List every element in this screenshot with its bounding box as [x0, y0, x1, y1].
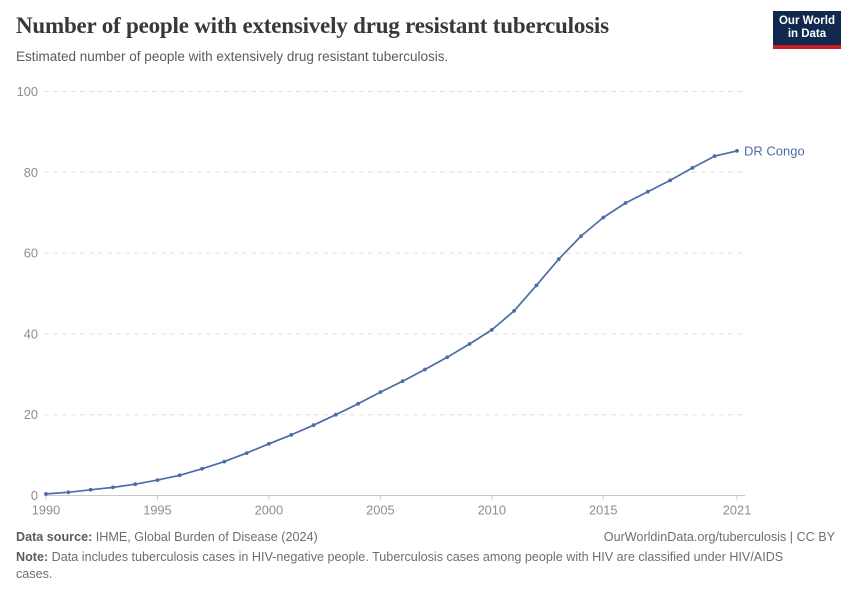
data-point-2004[interactable] [356, 401, 360, 406]
license-link[interactable]: OurWorldinData.org/tuberculosis | CC BY [603, 530, 835, 544]
data-point-2008[interactable] [445, 355, 450, 360]
data-point-2002[interactable] [311, 423, 316, 428]
footer-note: Note: Data includes tuberculosis cases i… [16, 549, 821, 582]
chart-plot-area: 0 20 40 60 80 100 1990 1995 2000 2005 2010 2015 2021… [0, 84, 850, 524]
y-tick-label-20: 20 [24, 407, 38, 422]
x-tick-label-2015: 2015 [589, 503, 617, 518]
chart-header: Number of people with extensively drug r… [16, 12, 760, 65]
x-tick-label-1990: 1990 [32, 503, 60, 518]
footer-note-label: Note: [16, 550, 49, 565]
data-point-1996[interactable] [177, 473, 182, 478]
data-point-1990[interactable] [44, 492, 48, 496]
data-point-2011[interactable] [512, 309, 516, 313]
x-tick-label-2005: 2005 [366, 503, 394, 518]
data-point-2020[interactable] [712, 154, 717, 158]
line-chart-svg: 0 20 40 60 80 100 1990 1995 2000 2005 2010 2015 2021… [17, 84, 805, 518]
data-point-1999[interactable] [244, 451, 249, 455]
chart-footer: Data source: IHME, Global Burden of Dise… [16, 529, 835, 582]
data-point-2021[interactable] [735, 149, 739, 153]
y-tick-label-40: 40 [24, 326, 38, 341]
series-end-label[interactable]: DR Congo [744, 143, 805, 158]
data-point-1997[interactable] [200, 466, 204, 471]
data-point-2014[interactable] [579, 234, 583, 239]
footer-note-value: Data includes tuberculosis cases in HIV-… [16, 550, 784, 581]
data-point-2007[interactable] [423, 367, 427, 372]
data-point-2016[interactable] [623, 201, 628, 205]
data-point-2013[interactable] [556, 257, 561, 262]
data-point-1995[interactable] [155, 478, 160, 482]
data-point-2005[interactable] [378, 390, 383, 394]
data-point-2018[interactable] [668, 178, 672, 183]
chart-subtitle: Estimated number of people with extensiv… [16, 48, 449, 64]
x-tick-label-1995: 1995 [143, 503, 171, 518]
data-point-2017[interactable] [645, 189, 650, 194]
data-point-1991[interactable] [66, 490, 71, 495]
data-source-value: IHME, Global Burden of Disease (2024) [92, 530, 318, 544]
owid-logo[interactable]: Our World in Data [773, 11, 841, 49]
data-point-2012[interactable] [534, 283, 539, 288]
y-tick-label-60: 60 [24, 246, 38, 261]
owid-logo-text: Our World in Data [779, 15, 835, 41]
data-point-1993[interactable] [111, 485, 115, 490]
x-tick-label-2010: 2010 [478, 503, 506, 518]
data-point-1998[interactable] [222, 459, 227, 464]
data-point-2003[interactable] [333, 412, 338, 417]
x-tick-label-2021: 2021 [723, 503, 751, 518]
data-point-2001[interactable] [289, 433, 294, 437]
data-point-1994[interactable] [133, 482, 138, 487]
data-point-2000[interactable] [267, 441, 271, 446]
y-tick-label-100: 100 [17, 84, 38, 99]
data-point-1992[interactable] [88, 487, 93, 492]
data-source: Data source: IHME, Global Burden of Dise… [16, 529, 318, 545]
data-point-2015[interactable] [601, 215, 606, 220]
series-line-dr-congo[interactable] [45, 150, 738, 495]
x-tick-label-2000: 2000 [255, 503, 283, 518]
owid-logo-line2: in Data [787, 28, 827, 40]
owid-logo-line1: Our World [778, 14, 835, 27]
data-source-label: Data source: [16, 530, 93, 544]
data-point-2009[interactable] [467, 342, 472, 346]
y-tick-label-80: 80 [24, 165, 38, 180]
data-point-2019[interactable] [690, 166, 695, 170]
y-tick-label-0: 0 [31, 488, 38, 503]
page-title: Number of people with extensively drug r… [16, 13, 609, 38]
data-point-2010[interactable] [489, 328, 494, 332]
data-point-2006[interactable] [400, 379, 405, 384]
